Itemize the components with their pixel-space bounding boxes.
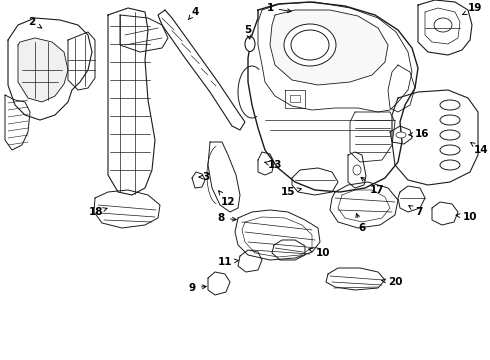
Text: 10: 10 (456, 212, 477, 222)
Polygon shape (208, 142, 240, 212)
Polygon shape (285, 90, 305, 108)
Polygon shape (272, 240, 305, 260)
Polygon shape (248, 2, 418, 192)
Polygon shape (258, 152, 274, 175)
Text: 14: 14 (471, 143, 489, 155)
Text: 2: 2 (28, 17, 42, 28)
Ellipse shape (353, 165, 361, 175)
Polygon shape (238, 250, 262, 272)
Text: 20: 20 (382, 277, 402, 287)
Text: 18: 18 (89, 207, 107, 217)
Text: 7: 7 (409, 206, 422, 217)
Text: 3: 3 (199, 172, 210, 182)
Polygon shape (208, 272, 230, 295)
Polygon shape (388, 65, 415, 112)
Polygon shape (192, 172, 205, 188)
Text: 1: 1 (267, 3, 291, 13)
Polygon shape (348, 152, 366, 188)
Polygon shape (326, 268, 385, 290)
Polygon shape (418, 0, 472, 55)
Ellipse shape (440, 145, 460, 155)
Polygon shape (94, 190, 160, 228)
Text: 10: 10 (309, 248, 330, 258)
Text: 8: 8 (218, 213, 236, 223)
Text: 19: 19 (463, 3, 482, 15)
Ellipse shape (284, 24, 336, 66)
Ellipse shape (434, 18, 452, 32)
Ellipse shape (440, 130, 460, 140)
Text: 17: 17 (361, 177, 385, 195)
Polygon shape (350, 112, 395, 162)
Text: 16: 16 (409, 129, 430, 139)
Polygon shape (330, 182, 398, 228)
Ellipse shape (440, 115, 460, 125)
Polygon shape (398, 186, 425, 212)
Text: 13: 13 (265, 160, 283, 170)
Ellipse shape (396, 132, 406, 138)
Polygon shape (68, 32, 95, 90)
Polygon shape (18, 38, 68, 102)
Polygon shape (158, 10, 245, 130)
Text: 15: 15 (280, 187, 301, 197)
Polygon shape (392, 90, 478, 185)
Polygon shape (432, 202, 458, 225)
Polygon shape (270, 10, 388, 85)
Polygon shape (108, 8, 155, 195)
Polygon shape (390, 126, 412, 144)
Polygon shape (5, 95, 30, 150)
Ellipse shape (440, 100, 460, 110)
Polygon shape (292, 168, 338, 195)
Text: 12: 12 (219, 191, 235, 207)
Polygon shape (8, 18, 92, 120)
Text: 4: 4 (189, 7, 198, 19)
Polygon shape (235, 210, 320, 260)
Text: 5: 5 (245, 25, 252, 39)
Ellipse shape (245, 36, 255, 51)
Ellipse shape (440, 160, 460, 170)
Polygon shape (120, 15, 168, 52)
Text: 9: 9 (189, 283, 206, 293)
Ellipse shape (291, 30, 329, 60)
Text: 6: 6 (356, 213, 366, 233)
Text: 11: 11 (218, 257, 238, 267)
